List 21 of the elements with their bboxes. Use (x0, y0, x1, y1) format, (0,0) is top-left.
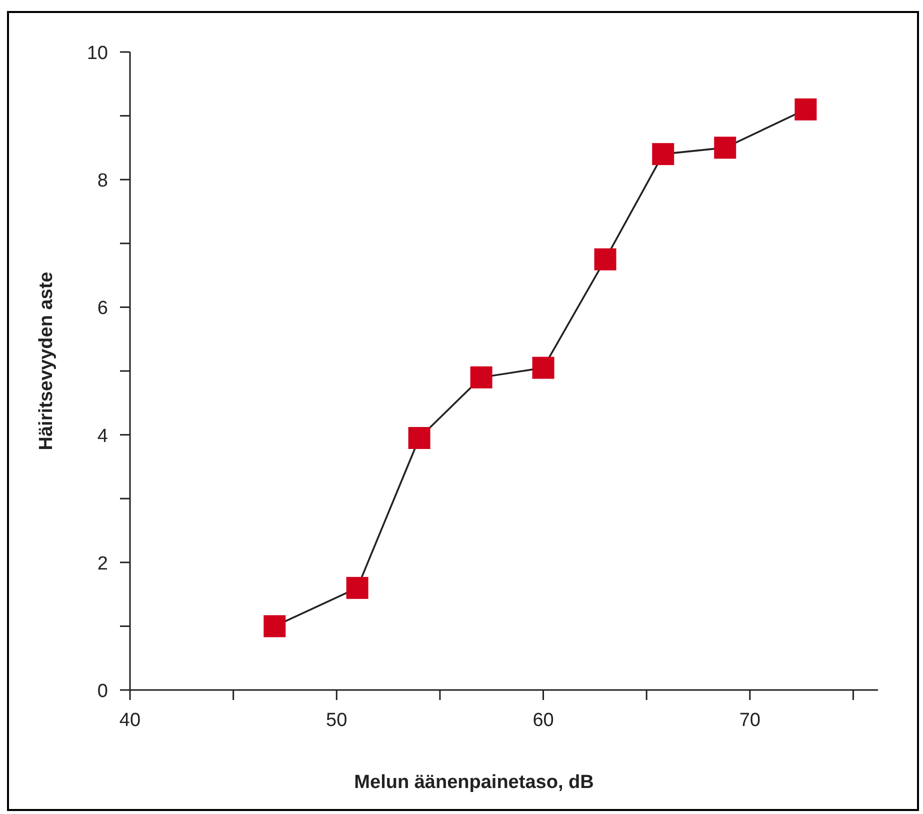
x-axis-title: Melun äänenpainetaso, dB (354, 772, 594, 793)
x-tick-label: 40 (119, 710, 141, 731)
point (346, 576, 368, 599)
point (408, 426, 430, 449)
x-tick-label: 60 (532, 710, 554, 731)
y-axis-title: Häiritsevyyden aste (36, 272, 57, 450)
y-tick-label: 2 (97, 553, 108, 574)
point (264, 615, 286, 638)
point (714, 136, 736, 159)
x-tick-label: 50 (326, 710, 348, 731)
y-tick-label: 10 (86, 43, 108, 64)
point (794, 98, 817, 120)
point (594, 248, 616, 270)
point (532, 356, 554, 379)
x-tick-label: 70 (739, 710, 760, 731)
y-tick-label: 6 (97, 298, 108, 320)
point (652, 143, 674, 166)
y-tick-label: 0 (97, 681, 108, 702)
y-tick-label: 8 (97, 170, 108, 192)
y-tick-label: 4 (97, 426, 108, 447)
point (470, 366, 492, 388)
